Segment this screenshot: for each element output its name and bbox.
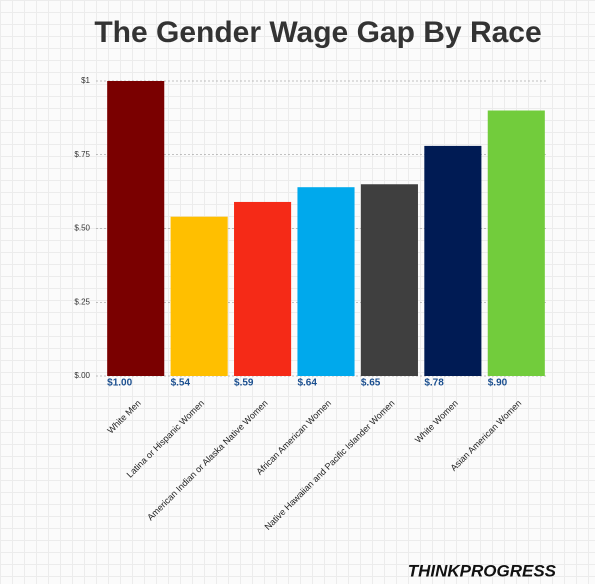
value-label: $.54: [171, 378, 191, 389]
x-tick-label: American Indian or Alaska Native Women: [145, 398, 269, 522]
source-logo: THINKPROGRESS: [408, 561, 557, 580]
value-label: $.64: [297, 378, 317, 389]
value-label: $1.00: [107, 378, 132, 389]
value-label: $.65: [361, 378, 381, 389]
bar: [360, 184, 418, 376]
value-label: $.59: [234, 378, 254, 389]
y-tick-label: $.00: [74, 371, 90, 380]
chart-title: The Gender Wage Gap By Race: [94, 16, 541, 49]
value-label: $.90: [488, 378, 508, 389]
x-tick-label: Asian American Women: [449, 398, 524, 473]
bar: [424, 145, 482, 376]
value-label: $.78: [424, 378, 444, 389]
bar: [170, 216, 228, 376]
y-tick-label: $.75: [74, 150, 90, 159]
bar: [234, 201, 292, 376]
x-tick-label: White Women: [413, 398, 460, 445]
x-tick-label: Native Hawaiian and Pacific Islander Wom…: [263, 398, 397, 532]
bar: [487, 110, 545, 376]
y-tick-label: $.25: [74, 297, 90, 306]
y-tick-label: $1: [81, 76, 90, 85]
bar: [297, 187, 355, 376]
bar: [107, 81, 165, 376]
y-tick-label: $.50: [74, 224, 90, 233]
x-tick-label: White Men: [105, 398, 142, 435]
